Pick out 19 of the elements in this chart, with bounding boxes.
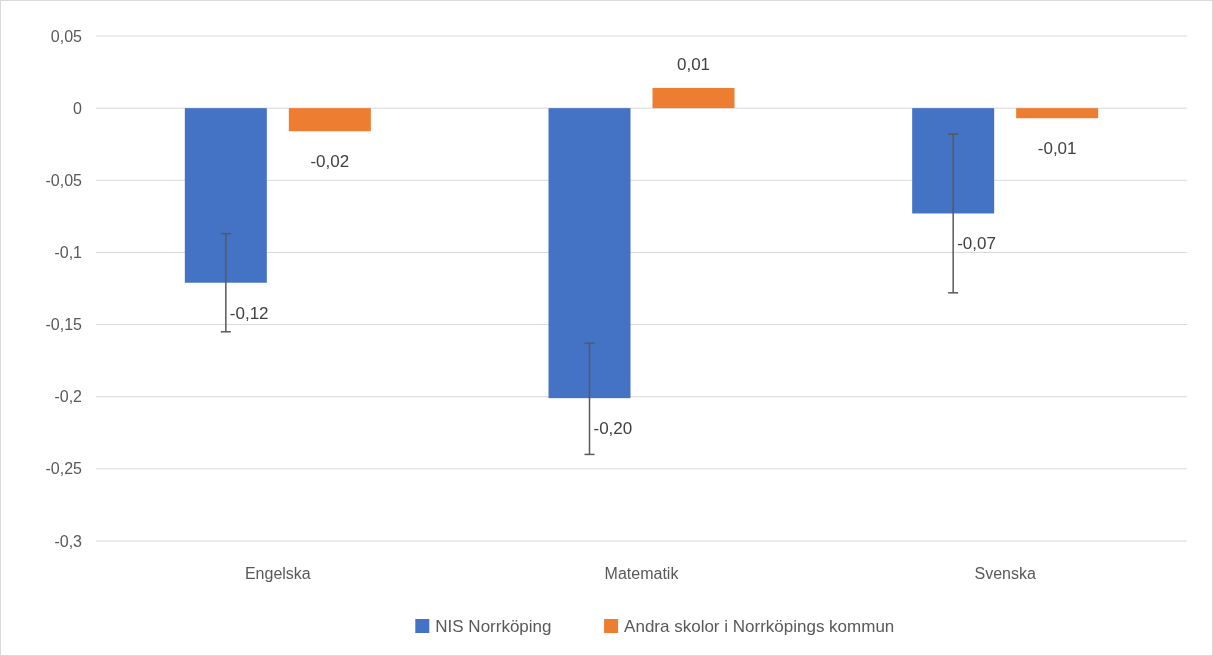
- data-label: -0,12: [229, 303, 269, 323]
- y-tick-label: -0,1: [54, 244, 83, 262]
- y-tick-label: 0: [73, 99, 83, 117]
- y-tick-label: -0,05: [45, 171, 83, 189]
- x-tick-label: Svenska: [974, 565, 1036, 582]
- y-tick-label: -0,25: [45, 460, 83, 478]
- legend-label: Andra skolor i Norrköpings kommun: [624, 616, 895, 636]
- y-tick-label: 0,05: [50, 27, 83, 45]
- data-label: -0,02: [310, 152, 350, 172]
- data-label: -0,07: [957, 234, 996, 254]
- data-label: -0,20: [593, 419, 633, 439]
- x-tick-label: Matematik: [604, 565, 680, 582]
- y-tick-label: -0,15: [45, 316, 83, 334]
- data-label: -0,01: [1037, 139, 1077, 159]
- y-tick-label: -0,2: [54, 388, 83, 406]
- legend-label: NIS Norrköping: [435, 616, 552, 636]
- x-tick-label: Engelska: [244, 565, 311, 582]
- data-label: 0,01: [676, 54, 711, 74]
- y-tick-label: -0,3: [54, 532, 83, 550]
